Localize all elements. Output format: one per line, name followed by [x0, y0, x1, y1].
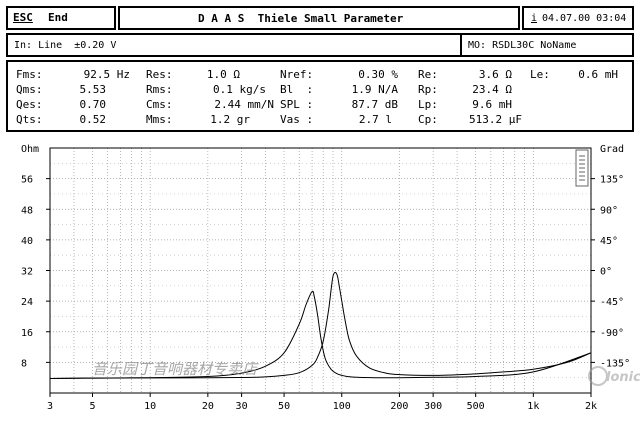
input-bar: In: Line ±0.20 V MO: RSDL30C NoName: [6, 33, 634, 57]
model-label: MO: RSDL30C NoName: [468, 40, 577, 51]
param-vas-label: Vas :: [280, 113, 314, 126]
x-tick-label: 1k: [527, 401, 539, 412]
page-title: D A A S Thiele Small Parameter: [198, 12, 404, 25]
x-tick-label: 500: [467, 401, 485, 412]
model-divider: [460, 35, 462, 55]
x-tick-label: 10: [144, 401, 156, 412]
y-tick-label: 56: [21, 175, 33, 186]
param-qes-value: 0.70: [79, 98, 107, 111]
param-res-label: Res:: [146, 68, 173, 81]
param-bl-label: Bl :: [280, 83, 314, 96]
param-qes-label: Qes:: [16, 98, 43, 111]
y2-tick-label: -90°: [600, 328, 624, 339]
chart-series: [49, 271, 592, 379]
param-rms-value: 0.1 kg/s: [213, 83, 266, 96]
param-lp-value: 9.6 mH: [472, 98, 512, 111]
watermark-text: 音乐园丁音响器材专卖店: [92, 360, 259, 378]
end-label: End: [48, 11, 68, 24]
x-tick-label: 300: [424, 401, 442, 412]
param-mms-value: 1.2 gr: [210, 113, 250, 126]
param-qts-value: 0.52: [79, 113, 107, 126]
y-tick-label: 8: [21, 358, 27, 369]
param-vas-value: 2.7 l: [358, 113, 392, 126]
y-tick-label: 32: [21, 267, 33, 278]
param-mms-label: Mms:: [146, 113, 173, 126]
param-cms-label: Cms:: [146, 98, 173, 111]
param-nref-label: Nref:: [280, 68, 314, 81]
param-qms-label: Qms:: [16, 83, 43, 96]
y-tick-label: 48: [21, 205, 33, 216]
datetime-box[interactable]: i 04.07.00 03:04: [522, 6, 634, 30]
scroll-icon[interactable]: [575, 149, 589, 187]
title-bar: D A A S Thiele Small Parameter: [118, 6, 520, 30]
param-res-value: 1.0 Ω: [206, 68, 240, 81]
impedance-curve-2: [49, 290, 592, 379]
esc-label: ESC: [13, 11, 33, 24]
param-rms-label: Rms:: [146, 83, 173, 96]
x-tick-label: 50: [278, 401, 290, 412]
x-tick-label: 100: [333, 401, 351, 412]
param-spl-value: 87.7 dB: [351, 98, 398, 111]
param-qts-label: Qts:: [16, 113, 43, 126]
x-tick-label: 200: [390, 401, 408, 412]
y2-tick-label: 45°: [600, 236, 618, 247]
param-qms-value: 5.53: [79, 83, 107, 96]
esc-end-button[interactable]: ESC End: [6, 6, 116, 30]
param-rp-value: 23.4 Ω: [472, 83, 512, 96]
axis-ticks: 3 5 10 20 30 50 100 200 300 500 1k 2k Ohm 56 48 40 32 24 1…: [21, 144, 630, 412]
y-tick-label: 16: [21, 328, 33, 339]
param-fms-value: 92.5 Hz: [83, 68, 130, 81]
datetime-label: 04.07.00 03:04: [542, 13, 627, 24]
x-tick-label: 20: [202, 401, 214, 412]
param-re-label: Re:: [418, 68, 438, 81]
param-le-value: 0.6 mH: [578, 68, 618, 81]
param-cp-label: Cp:: [418, 113, 438, 126]
y-tick-label: Ohm: [21, 144, 39, 155]
y2-tick-label: 135°: [600, 175, 624, 186]
y2-tick-label: 90°: [600, 205, 618, 216]
y2-tick-label: 0°: [600, 267, 612, 278]
param-cp-value: 513.2 µF: [469, 113, 522, 126]
x-tick-label: 5: [89, 401, 95, 412]
y2-tick-label: -135°: [600, 358, 630, 369]
y-tick-label: 40: [21, 236, 33, 247]
param-nref-value: 0.30 %: [358, 68, 398, 81]
param-le-label: Le:: [530, 68, 550, 81]
y2-tick-label: -45°: [600, 297, 624, 308]
info-marker: i: [531, 13, 538, 24]
x-tick-label: 2k: [585, 401, 597, 412]
param-lp-label: Lp:: [418, 98, 438, 111]
parameter-panel: Fms: 92.5 Hz Res: 1.0 Ω Nref: 0.30 % Re:…: [6, 60, 634, 132]
y2-tick-label: Grad: [600, 144, 624, 155]
x-tick-label: 30: [236, 401, 248, 412]
param-spl-label: SPL :: [280, 98, 314, 111]
input-level-label: In: Line ±0.20 V: [14, 40, 117, 51]
param-re-value: 3.6 Ω: [478, 68, 512, 81]
x-tick-label: 3: [47, 401, 53, 412]
param-cms-value: 2.44 mm/N: [214, 98, 274, 111]
param-rp-label: Rp:: [418, 83, 438, 96]
impedance-curve-1: [49, 271, 592, 379]
param-bl-value: 1.9 N/A: [351, 83, 398, 96]
param-fms-label: Fms:: [16, 68, 43, 81]
watermark-logo: lonic: [588, 366, 640, 386]
impedance-chart: 3 5 10 20 30 50 100 200 300 500 1k 2k Ohm 56 48 40 32 24 1…: [21, 144, 640, 412]
watermark-logo-text: lonic: [606, 370, 640, 385]
y-tick-label: 24: [21, 297, 33, 308]
chart-grid: [50, 148, 591, 393]
